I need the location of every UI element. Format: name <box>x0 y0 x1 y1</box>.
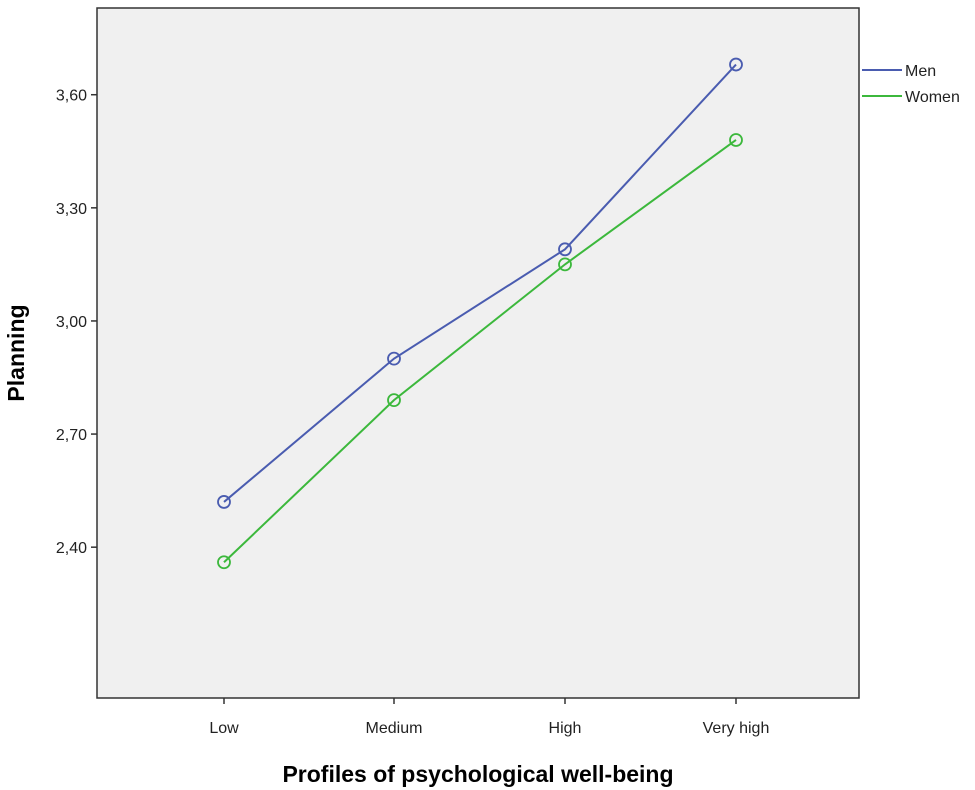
data-point-men <box>558 242 572 257</box>
x-axis-title: Profiles of psychological well-being <box>282 761 673 787</box>
y-tick-label: 3,30 <box>56 201 87 218</box>
x-tick-label: Medium <box>366 720 423 737</box>
y-axis: 2,40 2,70 3,00 3,30 3,60 <box>56 88 97 557</box>
legend-label: Men <box>905 63 936 80</box>
y-tick-label: 3,00 <box>56 314 87 331</box>
y-tick-label: 2,40 <box>56 540 87 557</box>
plot-area <box>96 7 860 699</box>
legend-label: Women <box>905 89 960 106</box>
x-axis: Low Medium High Very high <box>209 698 769 737</box>
legend: Men Women <box>862 63 960 106</box>
data-point-women <box>558 257 572 272</box>
data-point-women <box>387 393 401 408</box>
data-point-women <box>217 555 231 570</box>
x-tick-label: Very high <box>703 720 770 737</box>
series-layer <box>217 57 743 570</box>
data-point-men <box>729 57 743 72</box>
data-point-men <box>387 351 401 366</box>
y-tick-label: 3,60 <box>56 88 87 105</box>
x-tick-label: High <box>549 720 582 737</box>
y-tick-label: 2,70 <box>56 427 87 444</box>
series-line-men <box>223 63 737 503</box>
x-tick-label: Low <box>209 720 239 737</box>
data-point-women <box>729 133 743 147</box>
data-point-men <box>217 495 231 509</box>
series-line-women <box>223 139 737 563</box>
y-axis-title: Planning <box>3 304 29 401</box>
